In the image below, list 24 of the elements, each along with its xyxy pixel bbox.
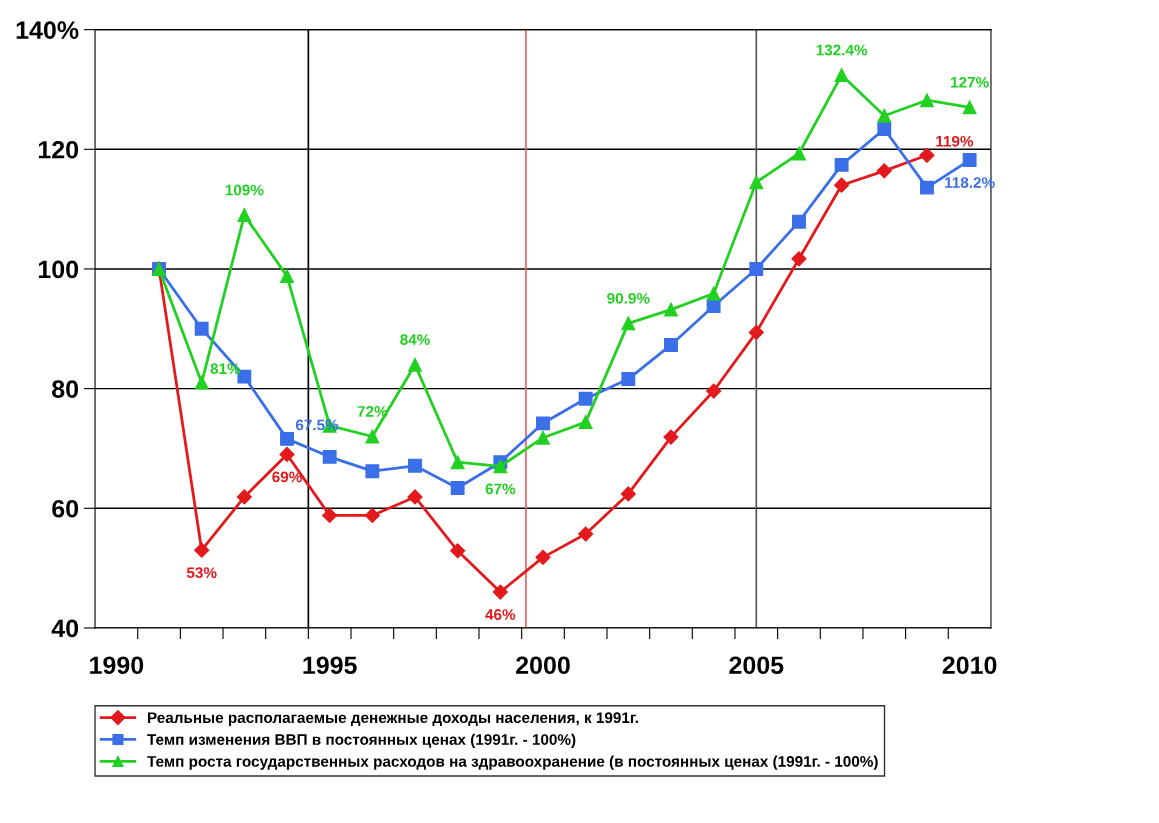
annotation: 84%: [400, 334, 430, 345]
annotation: 46%: [485, 609, 516, 620]
annotation: 90.9%: [607, 292, 650, 304]
annotation: 53%: [186, 567, 217, 579]
legend-label: Реальные располагаемые денежные доходы населения, к 1991г.: [148, 712, 638, 727]
annotation: 109%: [225, 184, 264, 196]
y-tick-label: 40: [51, 619, 79, 638]
annotation: 132.4%: [816, 44, 868, 56]
y-tick-label: 120: [38, 140, 79, 159]
x-tick-label: 2010: [942, 656, 997, 675]
x-tick-label: 2000: [516, 656, 570, 675]
annotation: 67%: [485, 483, 516, 495]
legend-label: Темп изменения ВВП в постоянных ценах (1991г. - 100%): [147, 733, 576, 748]
y-tick-label: 80: [52, 380, 79, 398]
x-tick-label: 1990: [90, 656, 144, 675]
y-tick-label: 140%: [16, 21, 79, 39]
annotation: 127%: [951, 76, 989, 88]
x-tick-label: 2005: [729, 656, 784, 675]
x-tick-label: 1995: [303, 656, 357, 675]
y-tick-label: 60: [52, 499, 79, 518]
annotation: 119%: [936, 135, 974, 147]
annotation: 69%: [272, 471, 302, 483]
legend-label: Темп роста государственных расходов на здравоохранение (в постоянных ценах (1991г. - 100%): [147, 755, 878, 770]
y-tick-label: 100: [38, 260, 79, 279]
